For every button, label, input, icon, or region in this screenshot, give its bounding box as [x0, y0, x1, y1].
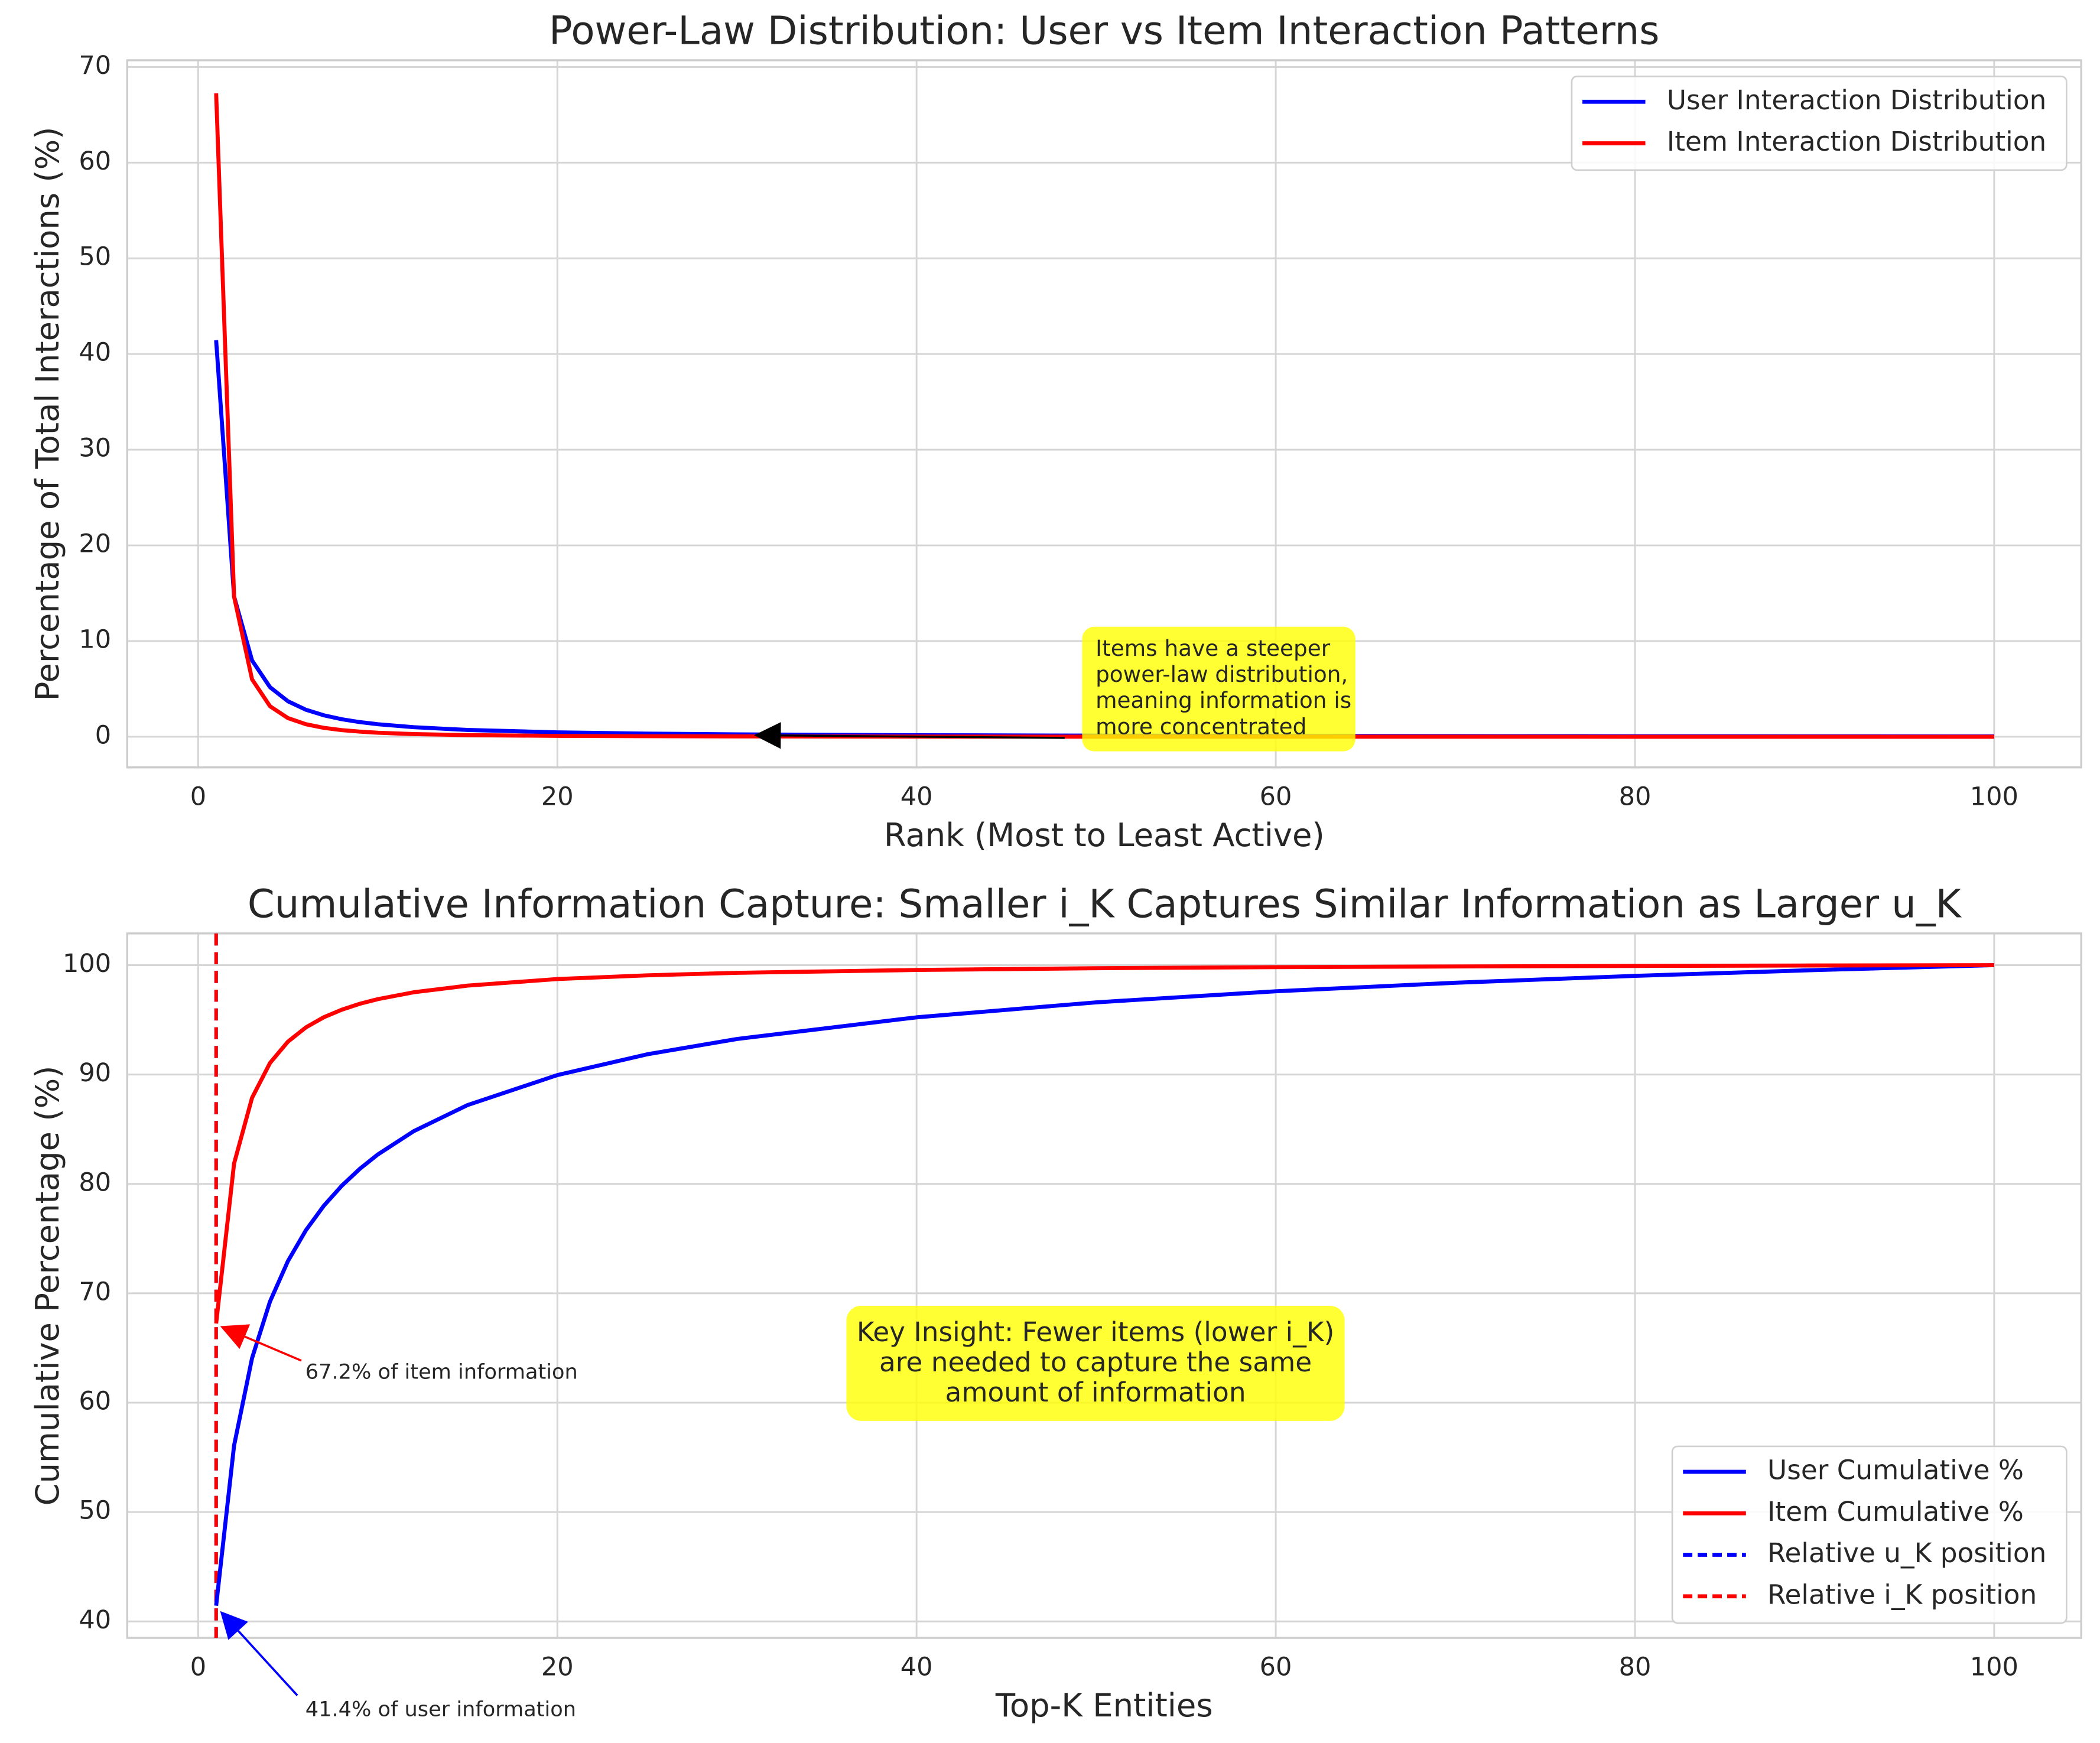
annotation-text: more concentrated	[1095, 713, 1306, 739]
y-axis-label: Percentage of Total Interactions (%)	[29, 126, 66, 701]
legend-label: Relative u_K position	[1767, 1537, 2046, 1569]
y-tick-label: 20	[79, 529, 111, 559]
y-tick-label: 40	[79, 1605, 111, 1635]
annotation-text: 41.4% of user information	[305, 1697, 576, 1721]
annotation-arrow-head	[754, 722, 781, 749]
annotation-text: are needed to capture the same	[879, 1347, 1312, 1378]
x-tick-label: 0	[190, 782, 206, 811]
series-line	[214, 963, 1994, 1607]
y-tick-label: 30	[79, 434, 111, 463]
annotation-arrow-head	[220, 1324, 251, 1349]
y-tick-label: 0	[95, 720, 111, 750]
series-line	[214, 93, 1994, 739]
x-tick-label: 100	[1970, 1653, 2018, 1682]
x-tick-label: 40	[901, 1653, 933, 1682]
x-tick-label: 20	[541, 1653, 574, 1682]
y-tick-label: 70	[79, 51, 111, 80]
y-tick-label: 60	[79, 147, 111, 176]
axes-frame	[126, 59, 2082, 769]
x-axis-label: Rank (Most to Least Active)	[884, 817, 1325, 854]
legend-box	[1671, 1445, 2068, 1624]
annotation-arrow-head	[220, 1611, 248, 1640]
x-tick-label: 100	[1970, 782, 2018, 811]
chart-title: Power-Law Distribution: User vs Item Int…	[549, 8, 1659, 54]
annotation-box	[846, 1305, 1345, 1421]
annotation-text: Items have a steeper	[1095, 635, 1331, 661]
x-tick-label: 80	[1619, 782, 1652, 811]
legend-label: User Cumulative %	[1767, 1454, 2024, 1485]
y-tick-label: 40	[79, 338, 111, 368]
annotation-arrow	[220, 1611, 298, 1696]
legend-label: User Interaction Distribution	[1667, 84, 2047, 116]
annotation-text: 67.2% of item information	[305, 1360, 578, 1384]
legend-label: Item Interaction Distribution	[1667, 126, 2046, 157]
y-tick-label: 60	[79, 1387, 111, 1416]
y-tick-label: 90	[79, 1058, 111, 1088]
legend-label: Relative i_K position	[1767, 1579, 2037, 1610]
y-tick-label: 70	[79, 1277, 111, 1306]
annotation-text: meaning information is	[1095, 687, 1351, 713]
y-tick-label: 50	[79, 242, 111, 272]
legend-box	[1571, 75, 2068, 171]
annotation-text: amount of information	[945, 1377, 1246, 1408]
annotation-text: Key Insight: Fewer items (lower i_K)	[857, 1316, 1334, 1348]
legend: User Interaction Distribution Item Intera…	[1571, 75, 2068, 171]
x-tick-label: 60	[1260, 782, 1292, 811]
axes-frame	[126, 932, 2082, 1639]
x-tick-label: 60	[1260, 1653, 1292, 1682]
x-tick-label: 0	[190, 1653, 206, 1682]
x-tick-label: 80	[1619, 1653, 1652, 1682]
x-axis-label: Top-K Entities	[995, 1687, 1213, 1724]
y-axis-label: Cumulative Percentage (%)	[29, 1065, 66, 1505]
annotation-arrow-shaft	[237, 1630, 298, 1696]
annotation-arrow	[754, 722, 1065, 749]
x-tick-label: 40	[901, 782, 933, 811]
y-tick-label: 80	[79, 1168, 111, 1197]
chart-title: Cumulative Information Capture: Smaller …	[248, 882, 1962, 927]
series-line	[214, 963, 1994, 1324]
annotation-arrow-shaft	[781, 734, 1065, 739]
y-tick-label: 10	[79, 625, 111, 655]
legend: User Cumulative % Item Cumulative % Relati…	[1671, 1445, 2068, 1624]
y-tick-label: 100	[63, 949, 111, 978]
annotation-box	[1082, 626, 1355, 752]
x-tick-label: 20	[541, 782, 574, 811]
annotation-arrow-shaft	[244, 1335, 302, 1362]
annotation-arrow	[220, 1324, 302, 1362]
y-tick-label: 50	[79, 1496, 111, 1526]
legend-label: Item Cumulative %	[1767, 1496, 2024, 1527]
annotation-text: power-law distribution,	[1095, 661, 1348, 687]
